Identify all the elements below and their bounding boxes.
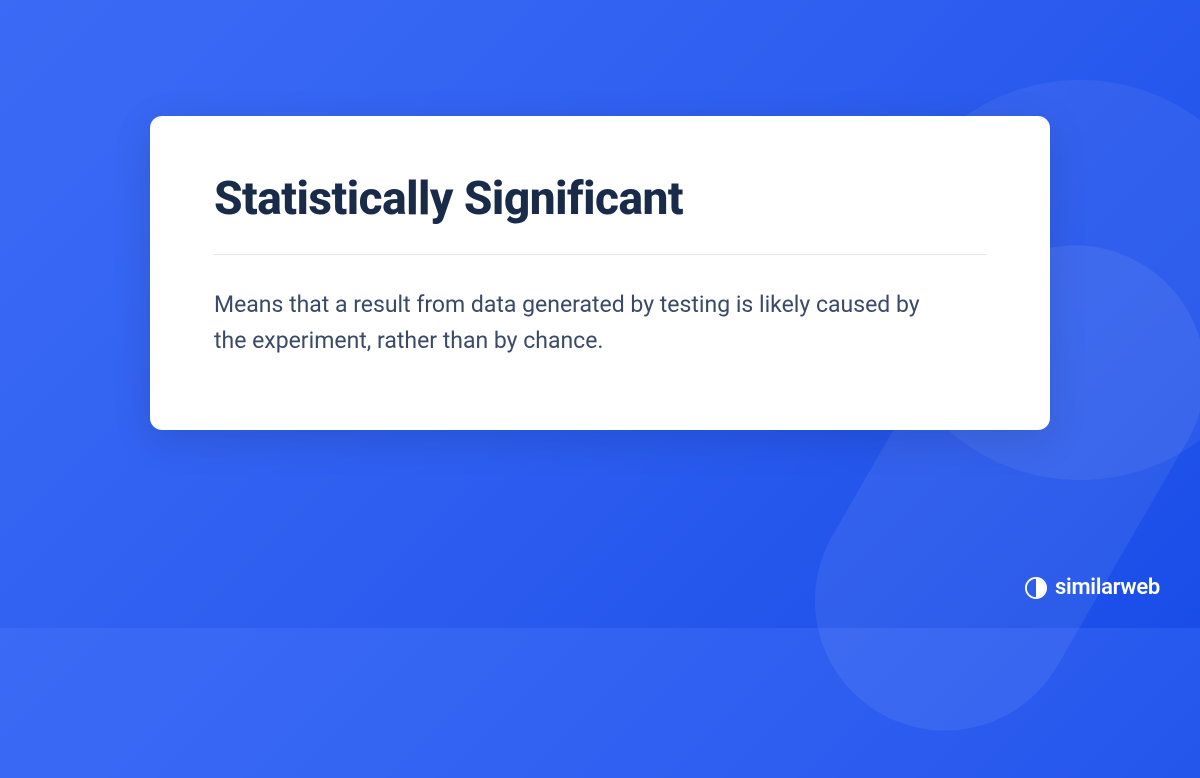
definition-card: Statistically Significant Means that a r…	[150, 116, 1050, 430]
divider	[214, 254, 986, 255]
card-body: Means that a result from data generated …	[214, 287, 954, 358]
similarweb-icon	[1025, 577, 1047, 599]
card-title: Statistically Significant	[214, 172, 986, 226]
brand-logo: similarweb	[1025, 575, 1160, 600]
brand-name: similarweb	[1055, 575, 1160, 600]
